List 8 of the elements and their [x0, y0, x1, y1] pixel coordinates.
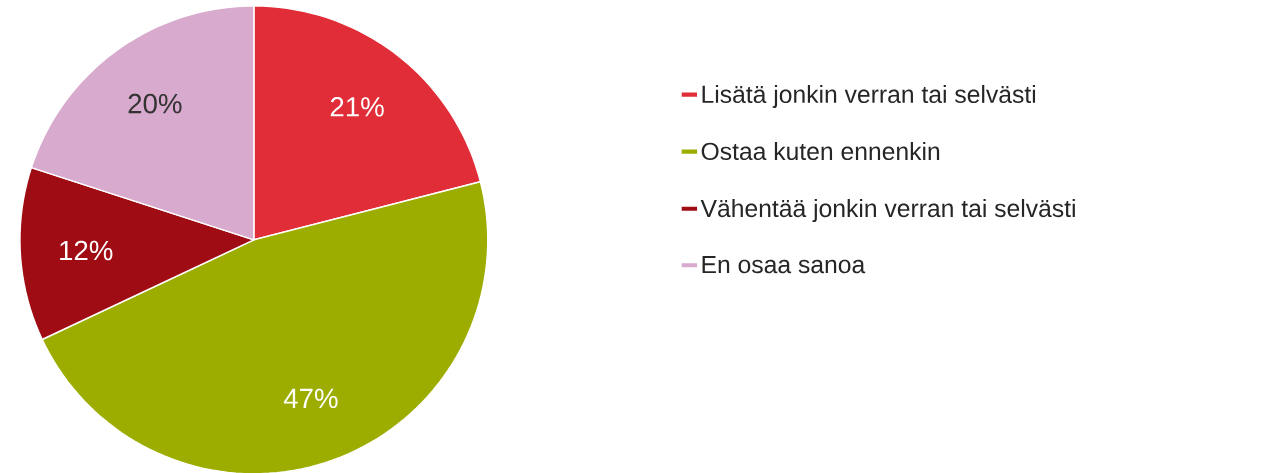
data-label: 12% [60, 240, 113, 261]
data-label: 47% [283, 388, 338, 409]
data-label: 20% [128, 93, 182, 114]
legend-label: Vähentää jonkin verran tai selvästi [700, 199, 1075, 223]
data-label: 21% [330, 97, 384, 117]
legend-label: Lisätä jonkin verran tai selvästi [702, 85, 1036, 109]
legend-label: Ostaa kuten ennenkin [701, 142, 940, 161]
legend-label: En osaa sanoa [702, 256, 866, 274]
